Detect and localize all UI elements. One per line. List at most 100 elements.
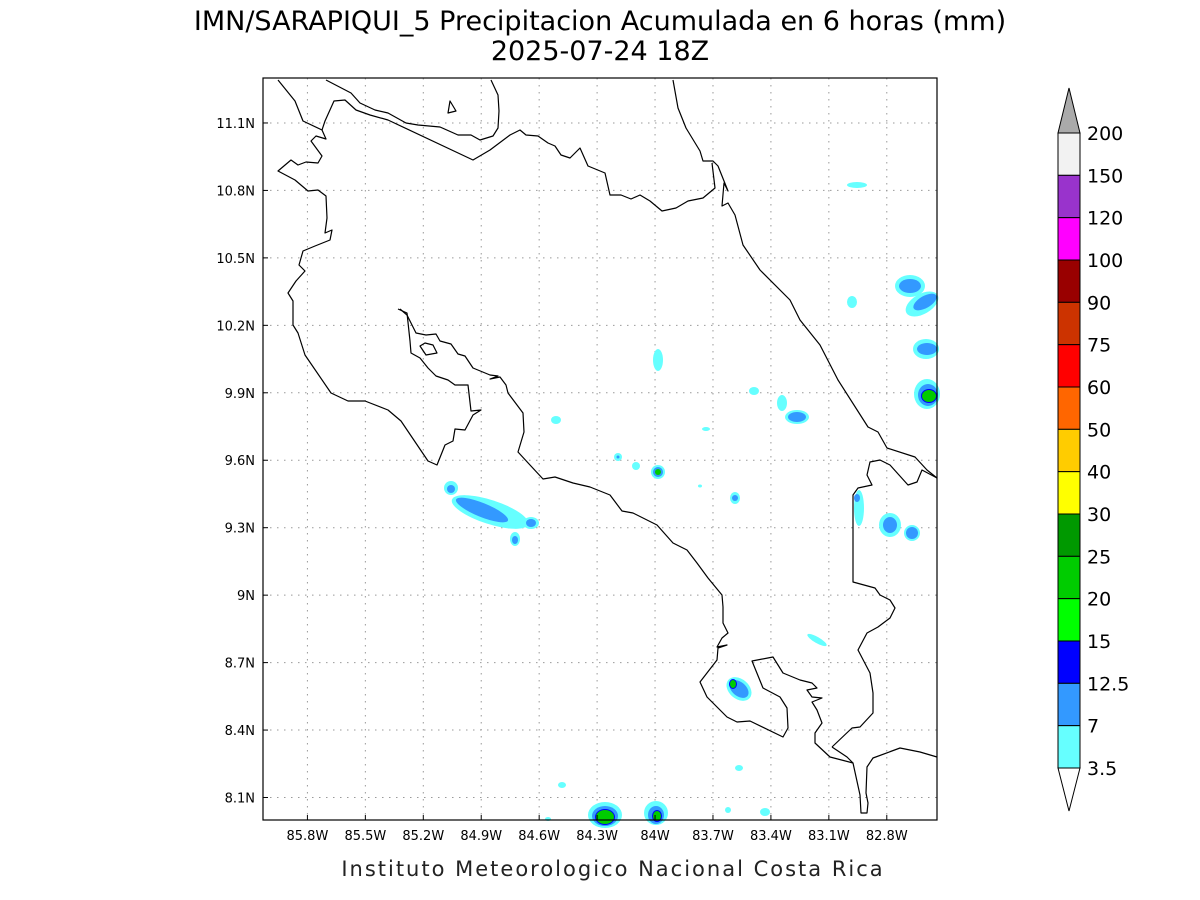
coastlines [277, 79, 938, 814]
gulf-island [419, 342, 438, 356]
precip-cell [644, 801, 668, 825]
pacific-coast-guanacaste [277, 79, 482, 466]
panama-border-link [831, 746, 854, 764]
colorbar-swatch [1057, 725, 1081, 769]
precip-cell [905, 291, 939, 317]
lat-tick-label: 9.9N [225, 387, 255, 402]
precip-cell [451, 495, 529, 529]
precip-cell [558, 782, 566, 788]
colorbar-over-triangle [1057, 87, 1081, 134]
lon-tick-label: 84.6W [518, 829, 560, 844]
title-line-2: 2025-07-24 18Z [491, 36, 709, 67]
gulf-of-nicoya-coast [399, 308, 938, 814]
precip-cell [725, 807, 731, 813]
precip-cell [444, 481, 458, 495]
footer-credit: Instituto Meteorologico Nacional Costa R… [341, 857, 884, 881]
lon-tick-label: 84.9W [460, 829, 502, 844]
precip-cell [895, 275, 925, 297]
caribbean-coast [672, 79, 938, 479]
colorbar-under-triangle [1057, 767, 1081, 812]
lat-tick-label: 8.1N [225, 792, 255, 807]
precipitation-field [444, 182, 940, 828]
lon-tick-label: 85.2W [402, 829, 444, 844]
precip-cell [653, 349, 663, 371]
precip-cell [904, 525, 920, 541]
colorbar-swatch [1057, 682, 1081, 727]
colorbar-level-label: 100 [1087, 250, 1123, 272]
colorbar-swatch [1057, 217, 1081, 261]
precip-cell [914, 379, 940, 409]
colorbar-level-label: 15 [1087, 631, 1111, 653]
lat-tick-label: 9.6N [225, 454, 255, 469]
colorbar-swatch [1057, 132, 1081, 176]
lat-tick-label: 10.5N [216, 252, 255, 267]
colorbar-level-label: 3.5 [1087, 758, 1117, 780]
colorbar-level-label: 50 [1087, 419, 1111, 441]
colorbar-swatch [1057, 301, 1081, 346]
precip-cell [854, 490, 864, 526]
lon-tick-label: 83.1W [808, 829, 850, 844]
lon-tick-label: 82.8W [866, 829, 908, 844]
precip-cell [588, 802, 622, 828]
precip-cell [735, 765, 743, 771]
colorbar-swatch [1057, 598, 1081, 642]
panama-border [831, 459, 938, 748]
precip-cell [632, 462, 640, 470]
lat-tick-label: 8.7N [225, 657, 255, 672]
colorbar-level-label: 20 [1087, 589, 1111, 611]
colorbar-swatch [1057, 174, 1081, 219]
precip-cell [760, 808, 770, 816]
lat-tick-label: 10.2N [216, 319, 255, 334]
precip-cell [702, 427, 710, 431]
lat-tick-label: 9N [237, 589, 255, 604]
precip-cell [651, 465, 665, 479]
colorbar-swatch [1057, 428, 1081, 473]
colorbar: 200 150 120 100 90 75 60 50 40 30 25 20 15 12.5 7 3.5 [1057, 87, 1129, 812]
title-line-1: IMN/SARAPIQUI_5 Precipitacion Acumulada … [194, 6, 1006, 37]
graticule [263, 78, 937, 820]
colorbar-level-label: 150 [1087, 165, 1123, 187]
lon-tick-label: 84.3W [576, 829, 618, 844]
colorbar-swatch [1057, 471, 1081, 515]
precip-cell [614, 453, 622, 461]
lat-tick-label: 11.1N [216, 117, 255, 132]
lon-tick-label: 84W [640, 829, 670, 844]
lat-tick-label: 10.8N [216, 184, 255, 199]
precip-cell [807, 633, 827, 647]
lon-tick-label: 85.8W [287, 829, 329, 844]
precip-cell [523, 517, 539, 529]
colorbar-swatch [1057, 386, 1081, 430]
lon-tick-label: 83.7W [692, 829, 734, 844]
colorbar-swatch [1057, 640, 1081, 684]
precip-cell [847, 296, 857, 308]
precip-cell [879, 513, 901, 537]
colorbar-level-label: 25 [1087, 546, 1111, 568]
precip-cell [730, 492, 740, 504]
colorbar-level-label: 200 [1087, 123, 1123, 145]
colorbar-level-label: 40 [1087, 462, 1111, 484]
precip-cell [913, 339, 939, 359]
northern-border [321, 99, 716, 212]
colorbar-level-label: 120 [1087, 208, 1123, 230]
lat-tick-label: 8.4N [225, 724, 255, 739]
lake-island [447, 100, 457, 114]
lon-tick-label: 85.5W [344, 829, 386, 844]
colorbar-level-label: 90 [1087, 292, 1111, 314]
precip-cell [551, 416, 561, 424]
colorbar-level-label: 30 [1087, 504, 1111, 526]
precip-cell [698, 484, 702, 488]
precip-cell [847, 182, 867, 188]
map-frame [262, 77, 938, 821]
precip-cell [510, 532, 520, 546]
colorbar-swatch [1057, 513, 1081, 557]
colorbar-level-label: 60 [1087, 377, 1111, 399]
lon-tick-label: 83.4W [750, 829, 792, 844]
colorbar-swatch [1057, 344, 1081, 388]
lat-tick-label: 9.3N [225, 522, 255, 537]
colorbar-swatch [1057, 259, 1081, 303]
lake-nicaragua-shore [325, 79, 500, 141]
colorbar-level-label: 12.5 [1087, 673, 1129, 695]
precip-cell [749, 387, 759, 395]
axis-ticks: 85.8W 85.5W 85.2W 84.9W 84.6W 84.3W 84W 83.7W 83… [216, 117, 907, 844]
